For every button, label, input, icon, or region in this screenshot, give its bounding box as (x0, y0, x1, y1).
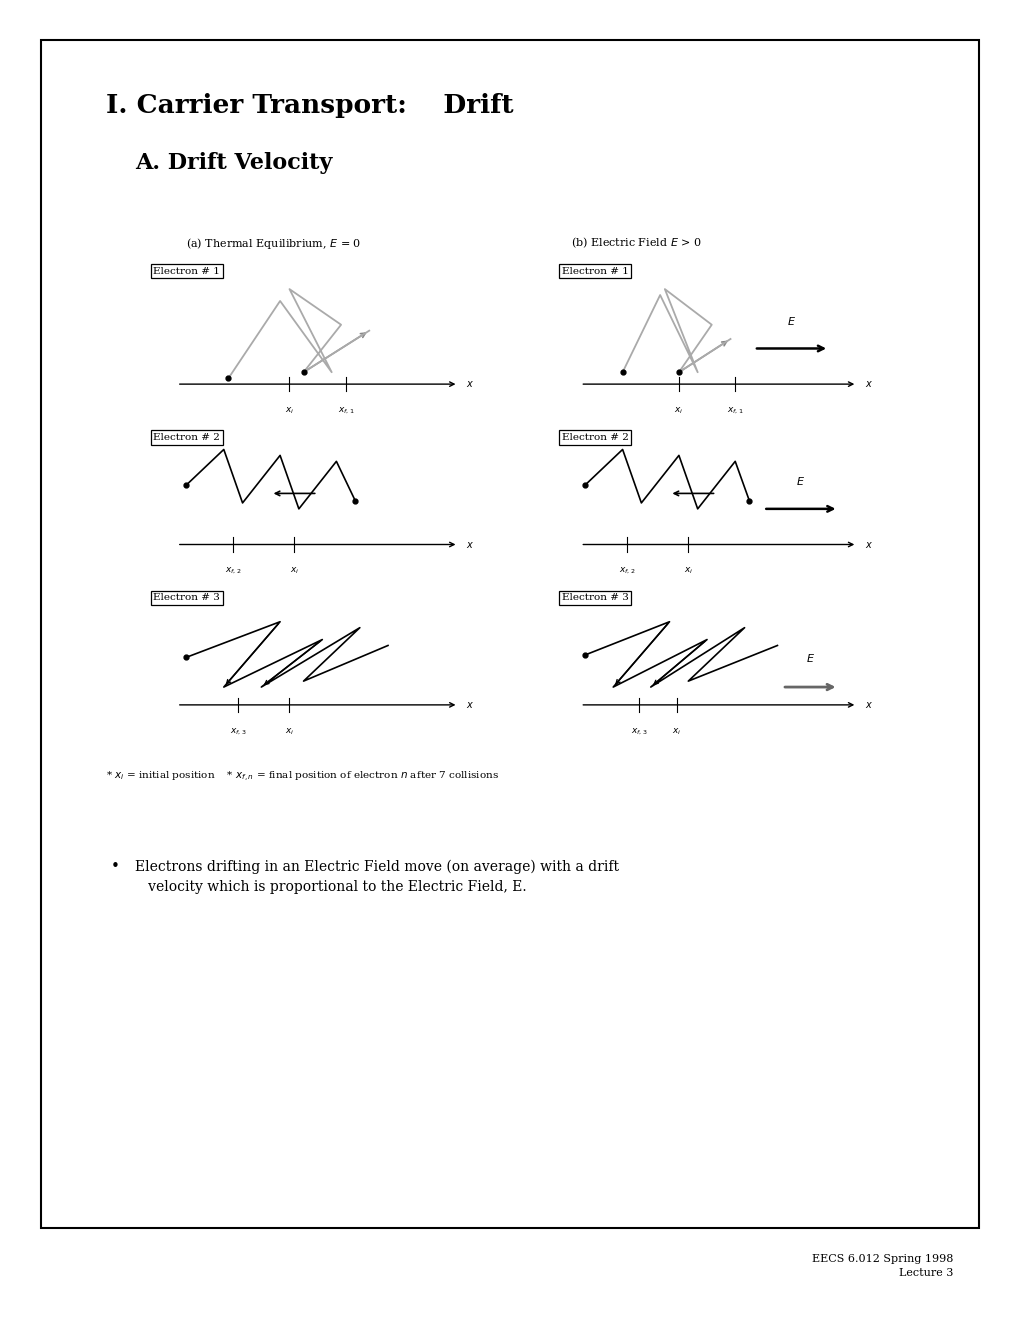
Text: (a) Thermal Equilibrium, $E$ = 0: (a) Thermal Equilibrium, $E$ = 0 (186, 236, 361, 251)
Text: Electron # 3: Electron # 3 (153, 594, 220, 602)
Text: $E$: $E$ (796, 475, 805, 487)
Text: $x_i$: $x_i$ (284, 405, 293, 416)
Text: $x$: $x$ (466, 700, 474, 710)
Text: Electron # 3: Electron # 3 (561, 594, 628, 602)
Text: A. Drift Velocity: A. Drift Velocity (135, 153, 332, 174)
Text: Electron # 1: Electron # 1 (561, 267, 628, 276)
Text: $x_i$: $x_i$ (674, 405, 683, 416)
Text: $E$: $E$ (805, 652, 814, 664)
Text: $x_{f,2}$: $x_{f,2}$ (619, 566, 635, 576)
Text: $x_{f,3}$: $x_{f,3}$ (631, 726, 647, 737)
Text: $E$: $E$ (787, 315, 795, 327)
Text: $x$: $x$ (864, 700, 872, 710)
Text: $x$: $x$ (864, 379, 872, 389)
Text: $x_{f,1}$: $x_{f,1}$ (337, 405, 354, 416)
Text: •: • (111, 859, 120, 874)
Text: $x$: $x$ (466, 379, 474, 389)
Text: EECS 6.012 Spring 1998
Lecture 3: EECS 6.012 Spring 1998 Lecture 3 (811, 1254, 953, 1278)
Text: Electron # 1: Electron # 1 (153, 267, 220, 276)
Text: $x_{f,1}$: $x_{f,1}$ (727, 405, 743, 416)
Text: $x_i$: $x_i$ (683, 566, 692, 577)
Text: $x$: $x$ (466, 540, 474, 549)
Text: * $x_i$ = initial position    * $x_{f, n}$ = final position of electron $n$ afte: * $x_i$ = initial position * $x_{f, n}$ … (106, 771, 499, 784)
Text: $x_{f,2}$: $x_{f,2}$ (225, 566, 242, 576)
Text: $x$: $x$ (864, 540, 872, 549)
Text: $x_{f,3}$: $x_{f,3}$ (229, 726, 246, 737)
Text: $x_i$: $x_i$ (284, 726, 293, 737)
Text: I. Carrier Transport:    Drift: I. Carrier Transport: Drift (106, 94, 514, 117)
Text: (b) Electric Field $E$ > 0: (b) Electric Field $E$ > 0 (571, 236, 701, 249)
Text: $x_i$: $x_i$ (289, 566, 299, 577)
Text: Electron # 2: Electron # 2 (561, 433, 628, 442)
Text: Electrons drifting in an Electric Field move (on average) with a drift
   veloci: Electrons drifting in an Electric Field … (135, 859, 619, 895)
Text: Electron # 2: Electron # 2 (153, 433, 220, 442)
Text: $x_i$: $x_i$ (672, 726, 681, 737)
